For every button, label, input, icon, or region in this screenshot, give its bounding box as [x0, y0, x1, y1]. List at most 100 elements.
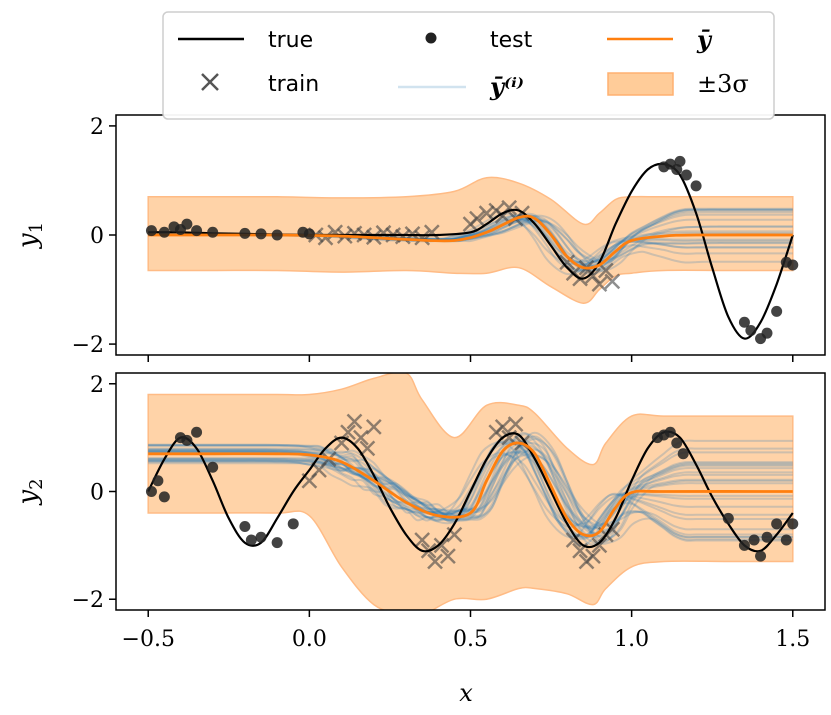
- mean-curve: [148, 214, 793, 270]
- train-point: [433, 537, 450, 554]
- test-point: [677, 448, 689, 460]
- train-point: [591, 537, 608, 554]
- panels: −2 0 2 y1 −2 0 2 −0.5 0.0 0.5 1.0 1.5 y2: [13, 114, 826, 652]
- train-point: [346, 413, 363, 430]
- test-point: [780, 534, 792, 546]
- legend-band-marker: [607, 72, 674, 96]
- train-point: [507, 416, 524, 433]
- test-point: [245, 534, 257, 546]
- test-point: [738, 316, 750, 328]
- plot-area-1: [145, 155, 799, 345]
- sample-curve: [148, 450, 793, 539]
- train-point: [469, 210, 485, 227]
- test-point: [271, 537, 283, 549]
- test-point: [207, 461, 219, 473]
- sample-curve: [148, 449, 793, 530]
- test-point: [738, 539, 750, 551]
- test-point: [722, 512, 734, 524]
- sample-curve: [148, 441, 793, 538]
- test-point: [761, 531, 773, 543]
- test-point: [239, 227, 251, 239]
- train-point: [565, 532, 582, 548]
- test-point: [191, 426, 203, 438]
- test-point: [255, 228, 267, 240]
- sample-curve: [148, 454, 793, 531]
- x-tick-label: 1.0: [614, 627, 649, 652]
- test-point: [303, 228, 315, 240]
- train-point: [394, 228, 411, 245]
- sample-curve: [148, 451, 793, 528]
- test-point: [748, 534, 760, 546]
- train-point: [440, 548, 456, 565]
- sample-curve: [148, 431, 793, 547]
- sample-curve: [148, 451, 793, 536]
- test-point: [674, 155, 686, 167]
- x-tick-label: 1.5: [775, 627, 810, 652]
- legend-train-marker: [201, 73, 219, 91]
- sample-curve: [148, 441, 793, 539]
- test-point: [771, 518, 783, 530]
- uncertainty-band: [147, 176, 794, 304]
- test-point: [145, 486, 157, 497]
- test-points: [145, 426, 799, 562]
- y-tick-label: 2: [90, 115, 104, 140]
- sample-curves: [148, 431, 793, 547]
- y-axis-label: y2: [13, 478, 47, 505]
- test-points: [145, 155, 799, 345]
- test-point: [152, 475, 164, 487]
- sample-curve: [148, 447, 793, 528]
- y-tick-label: 0: [90, 224, 104, 249]
- train-point: [423, 224, 440, 241]
- sample-curve: [148, 453, 793, 526]
- test-point: [664, 426, 676, 438]
- test-point: [255, 531, 267, 543]
- x-tick-label: 0.5: [453, 627, 488, 652]
- sample-curve: [148, 439, 793, 539]
- train-point: [494, 418, 511, 435]
- sample-curve: [148, 437, 793, 540]
- test-point: [181, 218, 193, 230]
- train-point: [353, 429, 369, 446]
- y-tick-label: 0: [90, 481, 104, 506]
- train-point: [359, 440, 376, 457]
- legend-train-label: train: [268, 72, 319, 97]
- test-point: [680, 169, 692, 181]
- panel-2: −2 0 2 −0.5 0.0 0.5 1.0 1.5 y2: [13, 372, 826, 652]
- legend-samples-label: ȳ⁽ⁱ⁾: [489, 72, 524, 101]
- train-point: [604, 273, 621, 290]
- true-curve: [147, 430, 794, 553]
- test-point: [787, 518, 799, 530]
- test-point: [690, 180, 702, 192]
- test-point: [271, 229, 283, 241]
- test-point: [181, 434, 193, 446]
- y-tick-label: −2: [72, 588, 104, 613]
- legend-mean-label: ȳ: [696, 25, 713, 54]
- test-point: [239, 521, 251, 533]
- y-tick-label: 2: [90, 373, 104, 398]
- x-tick-label: 0.0: [292, 627, 327, 652]
- train-point: [427, 553, 443, 570]
- train-point: [414, 532, 431, 548]
- legend-frame: [162, 11, 775, 120]
- sample-curve: [148, 439, 793, 539]
- panel-1: −2 0 2 y1: [13, 114, 826, 362]
- train-point: [559, 254, 576, 271]
- test-point: [158, 226, 170, 238]
- legend-true-label: true: [268, 28, 313, 53]
- train-point: [365, 418, 382, 435]
- test-point: [287, 518, 299, 530]
- test-point: [787, 259, 799, 271]
- legend-band-label: ±3σ: [697, 70, 749, 98]
- train-point: [478, 205, 495, 222]
- sample-curve: [148, 433, 793, 545]
- mean-curve: [148, 441, 793, 538]
- y-tick-label: −2: [72, 333, 104, 358]
- sample-curve: [148, 450, 793, 529]
- test-point: [761, 327, 773, 339]
- legend: true train test ȳ⁽ⁱ⁾ ȳ ±3σ: [162, 11, 775, 120]
- sample-curve: [148, 435, 793, 543]
- sample-curve: [148, 431, 793, 545]
- train-point: [414, 229, 431, 246]
- legend-test-marker: [425, 32, 437, 44]
